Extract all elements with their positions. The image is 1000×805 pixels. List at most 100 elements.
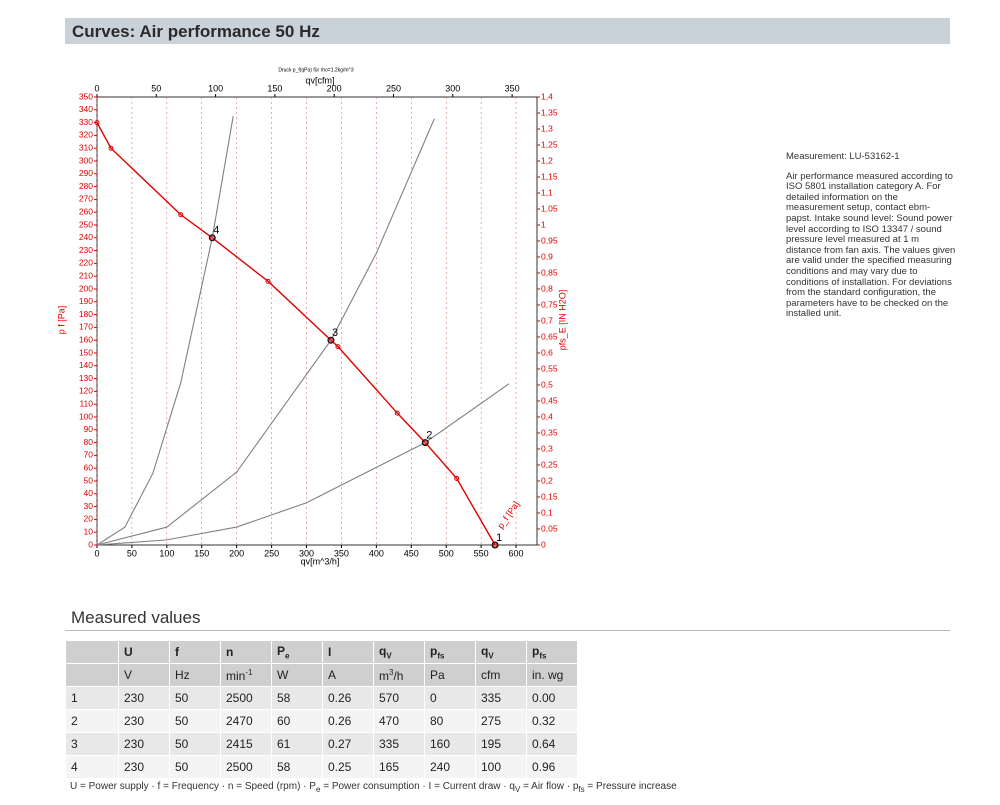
- table-cell: [66, 664, 118, 687]
- y2-tick-label: 0,6: [541, 347, 553, 357]
- table-cell: min-1: [221, 664, 271, 687]
- section-bar: Measured values: [65, 605, 950, 631]
- text: cfm: [481, 668, 501, 682]
- text: 2500: [226, 691, 253, 705]
- curve-point: [454, 475, 460, 481]
- text: 0: [430, 691, 437, 705]
- y-tick-label: 320: [79, 130, 93, 140]
- table-cell: 50: [170, 687, 220, 710]
- operating-point: [491, 541, 499, 549]
- table-cell: 230: [119, 687, 169, 710]
- table-cell: pfs: [527, 641, 577, 664]
- y-tick-label: 10: [84, 526, 94, 536]
- text: 100: [481, 760, 502, 774]
- y-tick-label: 70: [84, 450, 94, 460]
- y2-axis-label: pfs_E [IN H2O]: [557, 290, 567, 351]
- table-cell: 0.96: [527, 756, 577, 779]
- text: Pa: [430, 668, 445, 682]
- text: 240: [430, 760, 451, 774]
- curve-point: [94, 120, 100, 126]
- y2-tick-label: 1,2: [541, 155, 553, 165]
- text: 2: [71, 714, 78, 728]
- y-tick-label: 80: [84, 437, 94, 447]
- table-cell: 0.64: [527, 733, 577, 756]
- header-title: Curves: Air performance 50 Hz: [72, 22, 320, 41]
- y2-tick-label: 1: [541, 219, 546, 229]
- text: 0.32: [532, 714, 556, 728]
- table-cell: 2500: [221, 687, 271, 710]
- text: q: [509, 781, 515, 792]
- operating-label: 1: [496, 532, 502, 544]
- y-tick-label: 180: [79, 309, 93, 319]
- y2-tick-label: 0: [541, 539, 546, 549]
- y-tick-label: 160: [79, 334, 93, 344]
- y2-tick-label: 1,15: [541, 171, 558, 181]
- table-cell: 230: [119, 756, 169, 779]
- x2-tick-label: 50: [151, 83, 161, 93]
- table-cell: in. wg: [527, 664, 577, 687]
- text: 335: [379, 737, 400, 751]
- y2-tick-label: 0,85: [541, 267, 558, 277]
- subscript: fs: [578, 785, 585, 794]
- y2-tick-label: 0,15: [541, 491, 558, 501]
- table-cell: V: [119, 664, 169, 687]
- y-tick-label: 260: [79, 206, 93, 216]
- y2-tick-label: 0,55: [541, 363, 558, 373]
- separator: ·: [148, 781, 158, 792]
- table-cell: 0.25: [323, 756, 373, 779]
- text: q: [379, 643, 387, 658]
- plot-frame: [96, 96, 538, 546]
- curve-point: [335, 344, 341, 350]
- separator: ·: [300, 781, 310, 792]
- measurement-note: Measurement: LU-53162-1 Air performance …: [786, 151, 956, 329]
- subscript: e: [315, 785, 321, 794]
- text: 570: [379, 691, 400, 705]
- y2-tick-label: 0,3: [541, 443, 553, 453]
- y-tick-label: 90: [84, 424, 94, 434]
- curve-point: [422, 440, 428, 446]
- text: 1: [71, 691, 78, 705]
- table-cell: qV: [374, 641, 424, 664]
- y2-tick-label: 0,25: [541, 459, 558, 469]
- subscript: fs: [437, 651, 445, 661]
- y-tick-label: 250: [79, 219, 93, 229]
- text: A: [328, 668, 337, 682]
- operating-label: 3: [332, 327, 338, 339]
- text: n = Speed (rpm): [227, 781, 301, 792]
- text: 335: [481, 691, 502, 705]
- y2-tick-label: 0,45: [541, 395, 558, 405]
- x-tick-label: 250: [264, 548, 279, 558]
- curve: [96, 383, 510, 546]
- x-tick-label: 150: [194, 548, 209, 558]
- table-title: Measured values: [71, 608, 201, 627]
- text: = Power consumption: [320, 781, 420, 792]
- table-cell: 230: [119, 710, 169, 733]
- table-cell: 50: [170, 756, 220, 779]
- y-tick-label: 20: [84, 514, 94, 524]
- text: 50: [175, 691, 189, 705]
- table-cell: 195: [476, 733, 526, 756]
- superscript: 3: [389, 667, 394, 677]
- text: = Air flow: [520, 781, 564, 792]
- y2-tick-label: 0,65: [541, 331, 558, 341]
- y2-tick-label: 1,05: [541, 203, 558, 213]
- text: 4: [71, 760, 78, 774]
- x-tick-label: 350: [334, 548, 349, 558]
- curve-point: [328, 337, 334, 343]
- y-tick-label: 140: [79, 360, 93, 370]
- table-cell: U: [119, 641, 169, 664]
- curve-point: [108, 145, 114, 151]
- table-cell: A: [323, 664, 373, 687]
- x-tick-label: 500: [439, 548, 454, 558]
- x-tick-label: 450: [404, 548, 419, 558]
- text: V: [124, 668, 133, 682]
- y-tick-label: 290: [79, 168, 93, 178]
- table-row: 4 230 50 2500 58 0.25 165 240 100 0.96: [66, 756, 577, 779]
- x2-tick-label: 100: [208, 83, 223, 93]
- text: f = Frequency: [157, 781, 219, 792]
- separator: ·: [500, 781, 510, 792]
- text: 58: [277, 691, 291, 705]
